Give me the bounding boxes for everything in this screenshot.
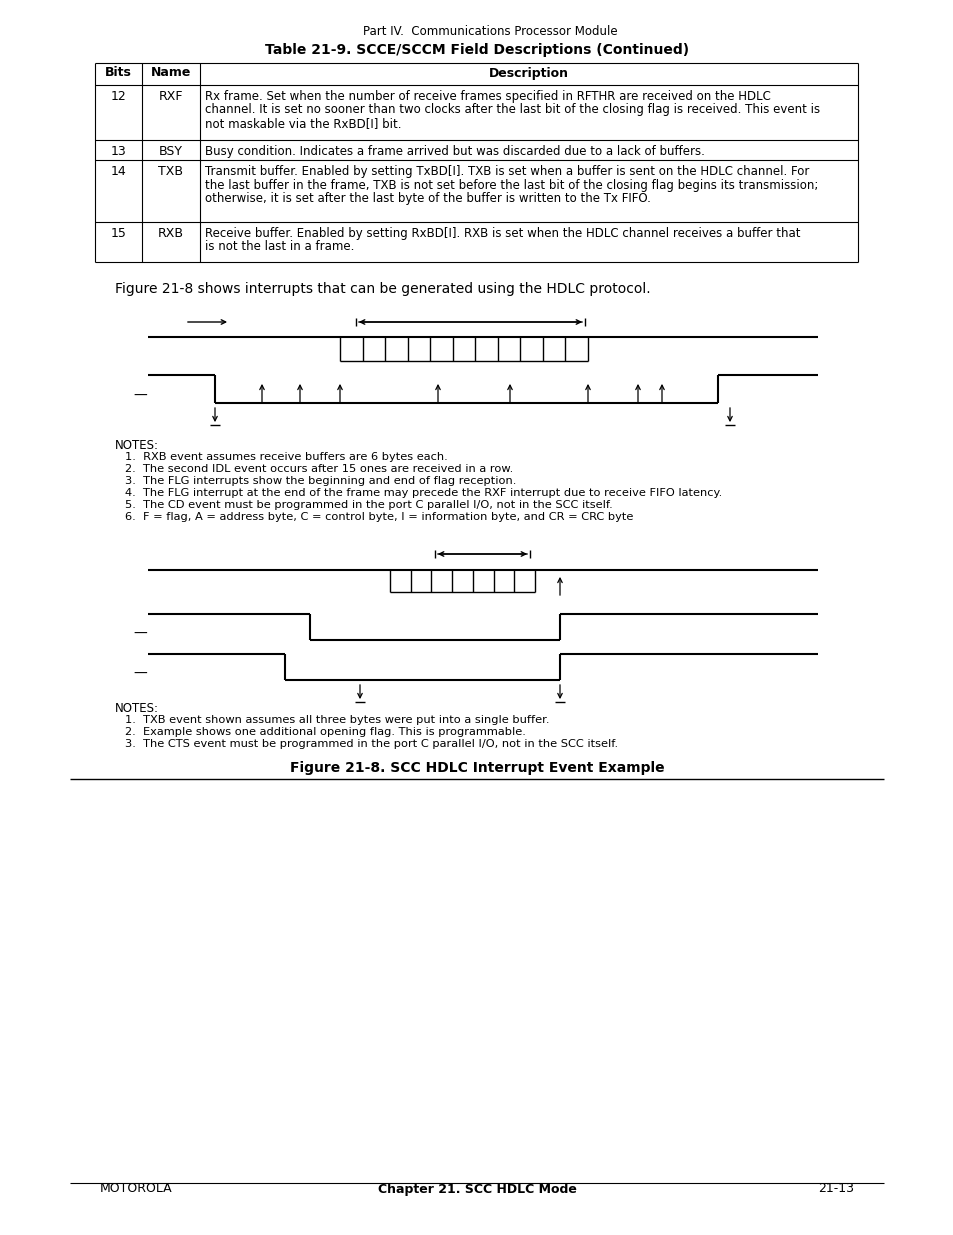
Text: is not the last in a frame.: is not the last in a frame. xyxy=(205,241,354,253)
Text: Busy condition. Indicates a frame arrived but was discarded due to a lack of buf: Busy condition. Indicates a frame arrive… xyxy=(205,144,704,158)
Text: BSY: BSY xyxy=(159,144,183,158)
Text: 21-13: 21-13 xyxy=(817,1182,853,1195)
Text: Table 21-9. SCCE/SCCM Field Descriptions (Continued): Table 21-9. SCCE/SCCM Field Descriptions… xyxy=(265,43,688,57)
Text: Bits: Bits xyxy=(105,67,132,79)
Text: 13: 13 xyxy=(111,144,126,158)
Text: 4.  The FLG interrupt at the end of the frame may precede the RXF interrupt due : 4. The FLG interrupt at the end of the f… xyxy=(125,488,721,498)
Text: 3.  The FLG interrupts show the beginning and end of flag reception.: 3. The FLG interrupts show the beginning… xyxy=(125,475,516,487)
Text: —: — xyxy=(132,389,147,403)
Text: 14: 14 xyxy=(111,165,126,178)
Text: MOTOROLA: MOTOROLA xyxy=(100,1182,172,1195)
Text: 1.  TXB event shown assumes all three bytes were put into a single buffer.: 1. TXB event shown assumes all three byt… xyxy=(125,715,549,725)
Text: —: — xyxy=(132,627,147,641)
Text: Chapter 21. SCC HDLC Mode: Chapter 21. SCC HDLC Mode xyxy=(377,1182,576,1195)
Text: Name: Name xyxy=(151,67,191,79)
Text: 2.  Example shows one additional opening flag. This is programmable.: 2. Example shows one additional opening … xyxy=(125,727,525,737)
Text: 15: 15 xyxy=(111,227,127,240)
Text: Part IV.  Communications Processor Module: Part IV. Communications Processor Module xyxy=(362,25,617,38)
Text: channel. It is set no sooner than two clocks after the last bit of the closing f: channel. It is set no sooner than two cl… xyxy=(205,104,820,116)
Text: NOTES:: NOTES: xyxy=(115,701,159,715)
Text: not maskable via the RxBD[I] bit.: not maskable via the RxBD[I] bit. xyxy=(205,117,401,130)
Text: Transmit buffer. Enabled by setting TxBD[I]. TXB is set when a buffer is sent on: Transmit buffer. Enabled by setting TxBD… xyxy=(205,165,808,178)
Text: RXF: RXF xyxy=(158,90,183,103)
Text: NOTES:: NOTES: xyxy=(115,438,159,452)
Text: 5.  The CD event must be programmed in the port C parallel I/O, not in the SCC i: 5. The CD event must be programmed in th… xyxy=(125,500,612,510)
Text: —: — xyxy=(132,667,147,680)
Text: RXB: RXB xyxy=(158,227,184,240)
Text: 3.  The CTS event must be programmed in the port C parallel I/O, not in the SCC : 3. The CTS event must be programmed in t… xyxy=(125,739,618,748)
Text: 6.  F = flag, A = address byte, C = control byte, I = information byte, and CR =: 6. F = flag, A = address byte, C = contr… xyxy=(125,513,633,522)
Text: 1.  RXB event assumes receive buffers are 6 bytes each.: 1. RXB event assumes receive buffers are… xyxy=(125,452,447,462)
Text: Receive buffer. Enabled by setting RxBD[I]. RXB is set when the HDLC channel rec: Receive buffer. Enabled by setting RxBD[… xyxy=(205,227,800,240)
Text: Description: Description xyxy=(489,67,568,79)
Text: otherwise, it is set after the last byte of the buffer is written to the Tx FIFO: otherwise, it is set after the last byte… xyxy=(205,191,650,205)
Text: 12: 12 xyxy=(111,90,126,103)
Text: Figure 21-8 shows interrupts that can be generated using the HDLC protocol.: Figure 21-8 shows interrupts that can be… xyxy=(115,282,650,296)
Text: 2.  The second IDL event occurs after 15 ones are received in a row.: 2. The second IDL event occurs after 15 … xyxy=(125,464,513,474)
Text: the last buffer in the frame, TXB is not set before the last bit of the closing : the last buffer in the frame, TXB is not… xyxy=(205,179,818,191)
Text: Figure 21-8. SCC HDLC Interrupt Event Example: Figure 21-8. SCC HDLC Interrupt Event Ex… xyxy=(290,761,663,776)
Text: Rx frame. Set when the number of receive frames specified in RFTHR are received : Rx frame. Set when the number of receive… xyxy=(205,90,770,103)
Text: TXB: TXB xyxy=(158,165,183,178)
